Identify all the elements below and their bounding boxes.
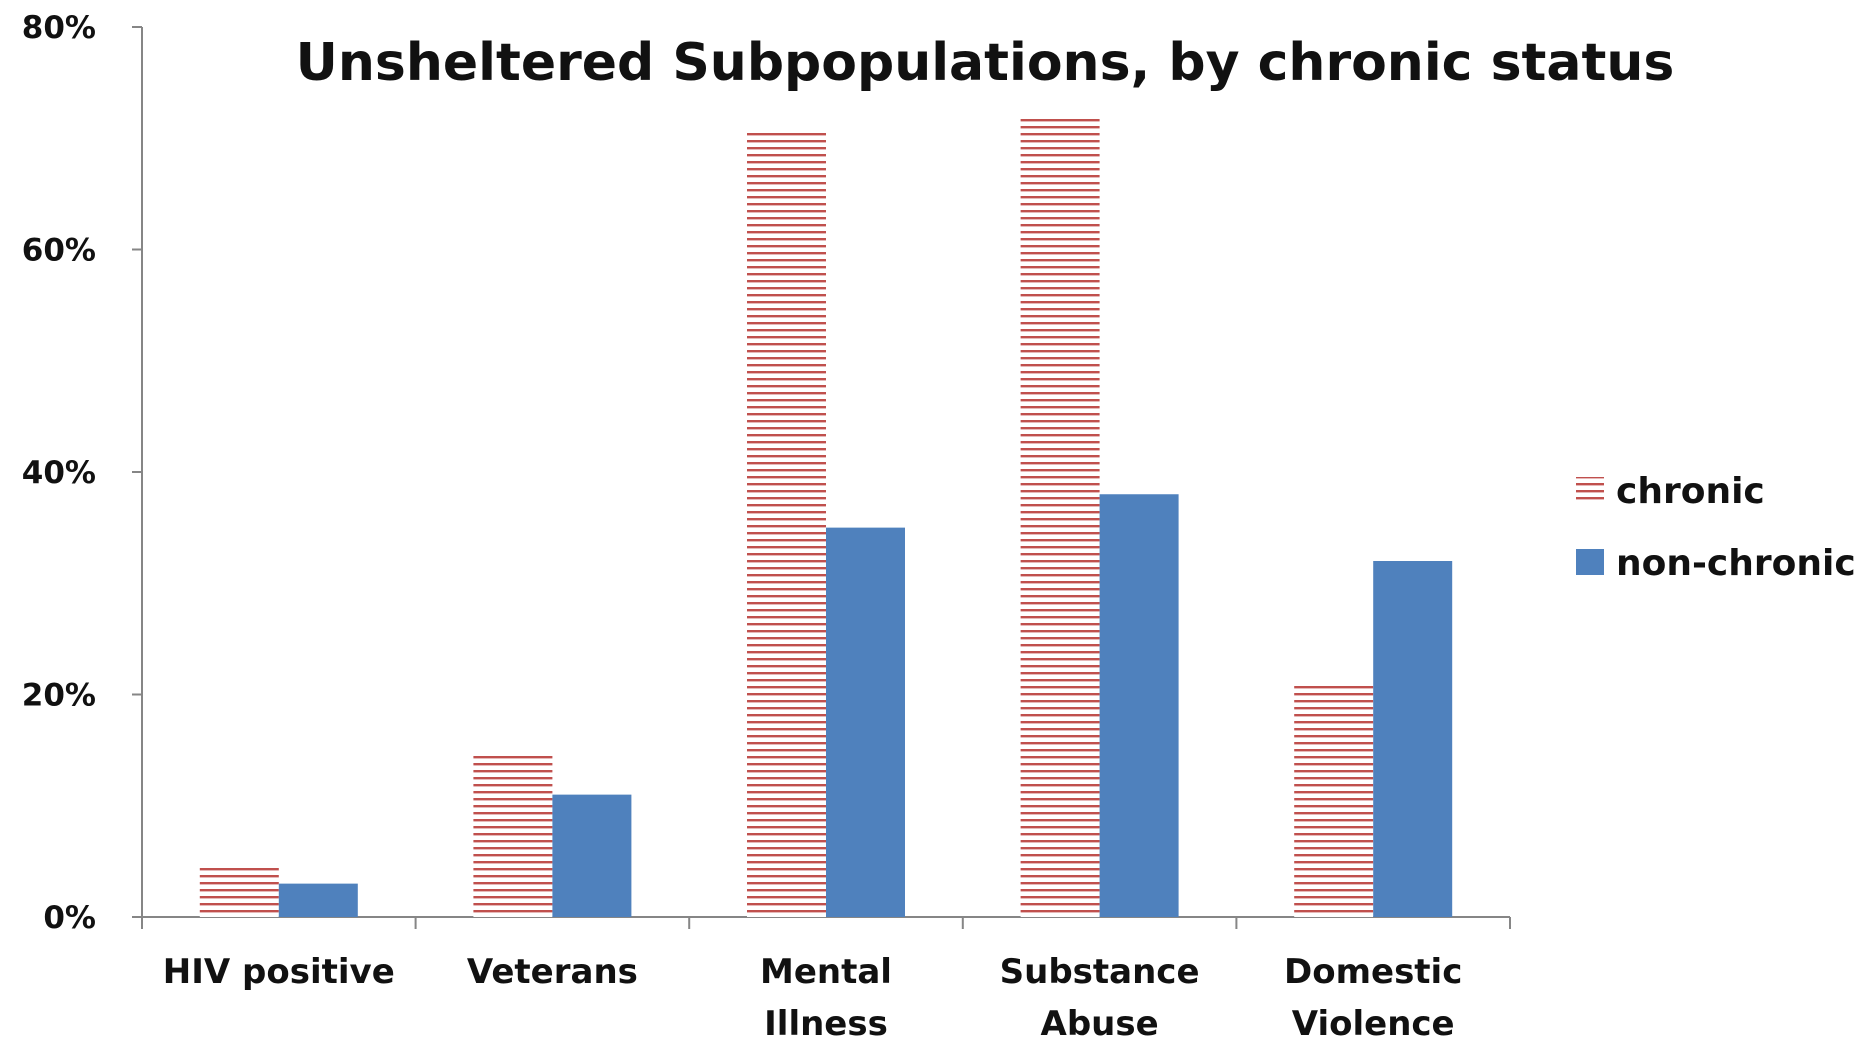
x-category-label: Mental	[760, 952, 892, 992]
y-tick-label: 40%	[22, 455, 96, 491]
legend-swatch-chronic	[1576, 477, 1604, 503]
bar-non-chronic	[552, 794, 632, 917]
legend-label-chronic: chronic	[1616, 471, 1765, 512]
bar-chronic	[1020, 116, 1100, 917]
chart-axes: 0% 20% 40% 60% 80%	[22, 10, 1511, 936]
bar-non-chronic	[1099, 494, 1179, 917]
bar-chronic	[473, 752, 553, 917]
legend-label-non-chronic: non-chronic	[1616, 543, 1856, 584]
x-category-label: Violence	[1292, 1004, 1455, 1038]
bar-chronic	[1294, 685, 1374, 917]
chart-title: Unsheltered Subpopulations, by chronic s…	[296, 33, 1675, 93]
chart-bars	[199, 116, 1453, 918]
bar-non-chronic	[1373, 561, 1453, 917]
legend-swatch-non-chronic	[1576, 549, 1604, 575]
x-category-label: Domestic	[1284, 952, 1462, 992]
x-category-label: Illness	[764, 1004, 888, 1038]
x-category-label: Abuse	[1041, 1004, 1159, 1038]
bar-chronic	[747, 129, 826, 918]
category-labels: HIV positive Veterans Mental Illness Substan…	[163, 952, 1463, 1038]
x-category-label: Substance	[1000, 952, 1200, 992]
y-tick-label: 0%	[43, 900, 96, 936]
y-tick-label: 60%	[22, 233, 96, 269]
chart-legend: chronic non-chronic	[1576, 471, 1856, 584]
x-category-label: HIV positive	[163, 952, 395, 992]
bar-non-chronic	[826, 527, 905, 917]
bar-chronic	[199, 866, 279, 917]
y-tick-label: 80%	[22, 10, 96, 46]
x-category-label: Veterans	[467, 952, 638, 992]
y-tick-label: 20%	[22, 678, 96, 714]
bar-non-chronic	[278, 883, 358, 917]
